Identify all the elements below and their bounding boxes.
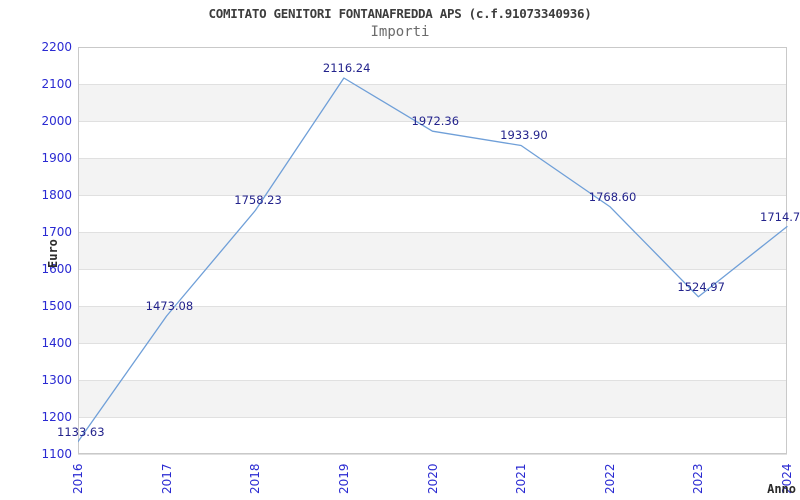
y-tick-label: 1800 <box>41 187 72 202</box>
plot-band <box>78 306 787 343</box>
plot-band <box>78 380 787 417</box>
x-tick-label: 2019 <box>336 463 351 494</box>
plot-band <box>78 232 787 269</box>
x-axis-title: Anno <box>767 482 796 496</box>
y-axis-title: Euro <box>46 239 60 268</box>
y-tick-label: 1300 <box>41 372 72 387</box>
x-tick-label: 2016 <box>71 463 85 494</box>
y-tick-label: 1400 <box>41 335 72 350</box>
point-value-label: 1758.23 <box>234 193 282 208</box>
y-tick-label: 1500 <box>41 298 72 313</box>
point-value-label: 1714.7 <box>760 209 800 224</box>
point-value-label: 2116.24 <box>322 60 371 75</box>
plot-band <box>78 158 787 195</box>
plot-band <box>78 343 787 380</box>
point-value-label: 1972.36 <box>411 114 460 129</box>
point-value-label: 1524.97 <box>677 279 725 294</box>
x-tick-label: 2021 <box>514 463 529 494</box>
y-tick-label: 1100 <box>41 446 72 461</box>
y-tick-label: 2200 <box>41 39 72 54</box>
plot-band <box>78 84 787 121</box>
plot-band <box>78 121 787 158</box>
x-tick-label: 2023 <box>691 463 706 494</box>
plot-border <box>78 47 787 454</box>
plot-band <box>78 195 787 232</box>
y-tick-label: 2000 <box>41 113 72 128</box>
plot-band <box>78 417 787 454</box>
x-tick-label: 2017 <box>159 463 174 494</box>
plot-band <box>78 47 787 84</box>
chart-subtitle: Importi <box>370 24 430 40</box>
x-tick-label: 2022 <box>602 463 617 494</box>
point-value-label: 1473.08 <box>145 298 194 313</box>
point-value-label: 1133.63 <box>57 424 105 439</box>
point-value-label: 1933.90 <box>500 128 548 143</box>
point-value-label: 1768.60 <box>588 189 637 204</box>
y-tick-label: 1900 <box>41 150 72 165</box>
plot-band <box>78 269 787 306</box>
plot-area <box>78 47 788 455</box>
chart-title: COMITATO GENITORI FONTANAFREDDA APS (c.f… <box>208 6 592 21</box>
x-tick-label: 2018 <box>248 463 263 494</box>
x-tick-label: 2020 <box>425 463 440 494</box>
y-tick-label: 1600 <box>41 261 72 276</box>
data-line <box>78 77 788 443</box>
y-tick-label: 2100 <box>41 76 72 91</box>
y-tick-label: 1200 <box>41 409 72 424</box>
y-tick-label: 1700 <box>41 224 72 239</box>
